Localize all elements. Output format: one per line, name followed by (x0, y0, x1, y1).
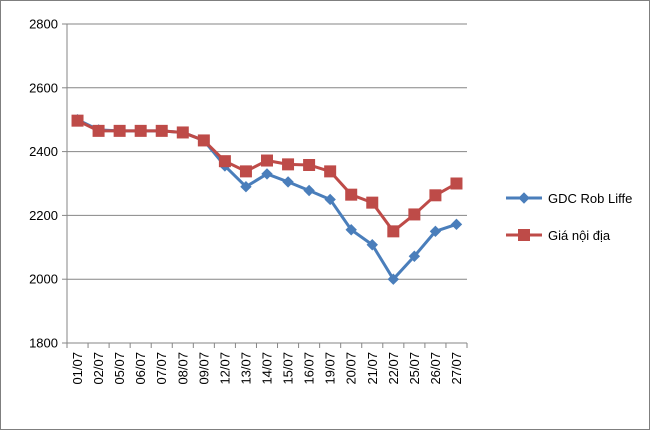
data-point (113, 124, 126, 137)
data-point (218, 155, 231, 168)
x-tick-label: 07/07 (154, 352, 169, 385)
y-tick-label: 2600 (29, 80, 58, 95)
x-tick-label: 19/07 (323, 352, 338, 385)
y-tick-label: 2200 (29, 208, 58, 223)
y-tick-label: 2800 (29, 17, 58, 32)
legend-swatch-marker (518, 229, 530, 241)
x-tick-label: 22/07 (386, 352, 401, 385)
data-point (450, 218, 463, 231)
x-tick-label: 25/07 (407, 352, 422, 385)
x-tick-label: 08/07 (175, 352, 190, 385)
data-point (387, 225, 400, 238)
data-point (366, 196, 379, 209)
y-tick-label: 2000 (29, 272, 58, 287)
data-point (176, 126, 189, 139)
data-point (134, 124, 147, 137)
data-point (324, 193, 336, 206)
data-point (408, 208, 421, 221)
y-tick-label: 2400 (29, 144, 58, 159)
data-point (324, 165, 337, 178)
data-point (429, 189, 442, 202)
series-line (76, 118, 457, 281)
data-point (345, 188, 358, 201)
x-tick-label: 16/07 (302, 352, 317, 385)
data-point (345, 224, 357, 236)
data-point (450, 177, 463, 190)
legend-entry: Giá nội địa (506, 228, 611, 243)
y-tick-labels: 1800 2000 2200 2400 2600 2800 (29, 17, 58, 351)
data-point (282, 176, 294, 188)
data-point (239, 165, 252, 178)
series-0 (71, 113, 463, 285)
data-point (408, 250, 421, 262)
series-1 (71, 114, 463, 238)
x-tick-label: 09/07 (196, 352, 211, 385)
data-point (303, 158, 316, 171)
legend-entry: GDC Rob Liffe (506, 191, 632, 206)
axes (62, 23, 468, 348)
x-tick-label: 01/07 (70, 352, 85, 385)
data-point (429, 225, 442, 238)
x-tick-label: 02/07 (91, 352, 106, 385)
x-tick-labels: 01/07 02/07 05/07 06/07 07/07 08/07 09/07 12/07… (70, 352, 464, 385)
data-point (282, 158, 295, 171)
data-point (387, 273, 400, 285)
legend-label: Giá nội địa (548, 228, 611, 243)
gridlines (67, 23, 467, 280)
x-tick-label: 27/07 (449, 352, 464, 385)
data-point (92, 124, 105, 137)
data-point (240, 180, 252, 193)
legend-swatch-marker (518, 192, 530, 204)
data-point (303, 184, 315, 197)
legend-label: GDC Rob Liffe (548, 191, 632, 206)
x-tick-label: 21/07 (365, 352, 380, 385)
x-tick-label: 15/07 (281, 352, 296, 385)
x-tick-label: 13/07 (238, 352, 253, 385)
data-point (261, 154, 273, 167)
x-tick-label: 20/07 (344, 352, 359, 385)
data-point (71, 114, 84, 127)
x-tick-label: 14/07 (260, 352, 275, 385)
y-tick-label: 1800 (29, 336, 58, 351)
data-point (197, 134, 210, 147)
x-tick-label: 05/07 (112, 352, 127, 385)
data-point (261, 168, 273, 180)
series (71, 113, 463, 285)
data-point (155, 124, 168, 137)
x-tick-label: 12/07 (217, 352, 232, 385)
x-tick-label: 26/07 (428, 352, 443, 385)
data-point (366, 239, 378, 251)
x-tick-label: 06/07 (133, 352, 148, 385)
legend: GDC Rob Liffe Giá nội địa (506, 191, 632, 243)
